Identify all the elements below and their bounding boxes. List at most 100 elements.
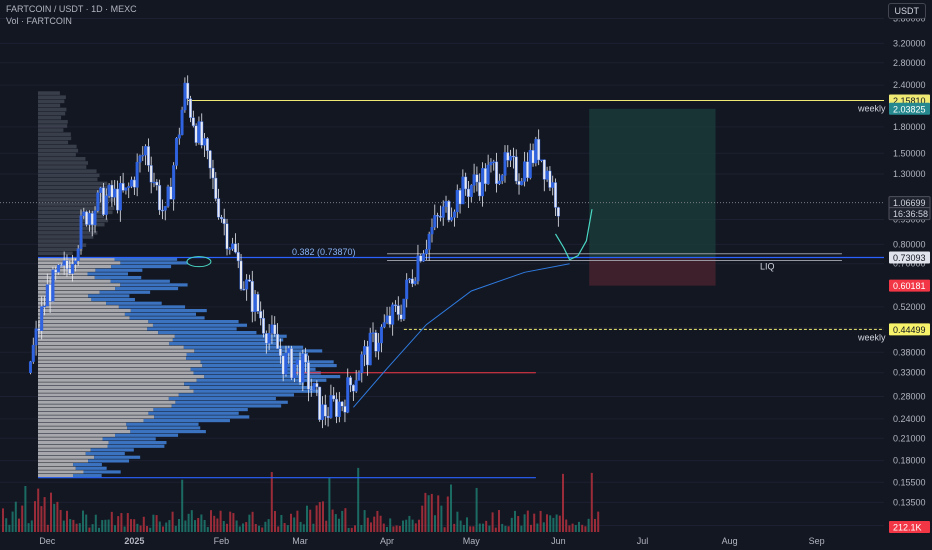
volume-bar: [40, 506, 43, 532]
candle-body: [40, 306, 44, 331]
volume-bar: [104, 519, 107, 532]
candle-body: [250, 280, 254, 313]
candle-body: [368, 332, 372, 366]
candle-body: [351, 384, 355, 392]
candle-body: [548, 170, 552, 188]
volume-bar: [347, 527, 350, 532]
volume-bar: [219, 510, 222, 532]
candle-body: [225, 223, 229, 250]
candle-body: [438, 216, 442, 218]
volume-bar: [309, 509, 312, 532]
volume-bar: [402, 520, 404, 532]
price-tick-label: 2.80000: [893, 58, 926, 68]
candle-body: [99, 187, 103, 193]
candle-body: [186, 82, 190, 99]
candle-body: [65, 260, 69, 270]
candle-body: [245, 279, 249, 290]
position-zones: [589, 108, 716, 286]
volume-bar: [376, 510, 379, 532]
candle-body: [551, 182, 555, 188]
candle-body: [194, 125, 198, 143]
volume-bar: [414, 523, 417, 532]
annotations: weekly weekly 0.382 (0.73870) LIQ: [292, 104, 886, 343]
projection-path: [186, 209, 593, 268]
profile-bar-blue: [107, 444, 165, 448]
volume-bar: [472, 526, 475, 532]
candle-body: [301, 353, 305, 383]
candle-body: [191, 117, 195, 127]
profile-bar-gray: [38, 286, 116, 291]
candle-body: [452, 211, 456, 218]
profile-bar-upper: [38, 194, 115, 198]
volume-bar: [398, 525, 401, 532]
price-tick-label: 1.30000: [893, 169, 926, 179]
price-tick-label: 2.40000: [893, 80, 926, 90]
candle-body: [118, 183, 122, 211]
volume-bar: [178, 519, 180, 532]
profile-bar-gray: [38, 330, 159, 335]
candle-body: [231, 243, 235, 249]
profile-bar-blue: [120, 261, 188, 265]
volume-bar: [366, 517, 369, 532]
volume-bar: [299, 521, 302, 532]
volume-bar: [229, 511, 232, 532]
profile-bar-blue: [102, 437, 156, 441]
profile-bar-gray: [38, 470, 84, 474]
candle-body: [430, 226, 434, 235]
profile-bar-gray: [38, 459, 89, 463]
candle-body: [424, 249, 428, 254]
profile-bar-upper: [38, 222, 105, 227]
price-tag-bg: [889, 521, 930, 533]
price-tag: 212.1K: [889, 521, 930, 533]
candle-body: [262, 317, 266, 334]
profile-bar-gray: [38, 426, 128, 430]
volume-bar: [315, 505, 318, 532]
volume-bar: [494, 527, 497, 532]
volume-bar: [302, 524, 305, 532]
candle-body: [332, 395, 336, 400]
price-tag-label: 2.15810: [893, 96, 926, 106]
price-tick-label: 1.50000: [893, 148, 926, 158]
candle-body: [51, 269, 55, 302]
candle-body: [292, 364, 296, 379]
profile-bar-gray: [38, 352, 187, 357]
volume-bar: [562, 473, 564, 532]
candle-body: [146, 146, 150, 166]
price-tag-label: 16:36:58: [893, 209, 928, 219]
target-zone: [589, 108, 716, 258]
candle-body: [500, 175, 504, 182]
volume-bar: [482, 523, 484, 532]
candle-body: [469, 185, 473, 197]
profile-bar-gray: [38, 319, 149, 324]
candle-body: [295, 359, 299, 365]
candle-body: [419, 255, 423, 262]
price-tag-label: 0.60181: [893, 281, 926, 291]
candle-body: [472, 174, 476, 186]
volume-bar: [56, 501, 59, 532]
profile-bar-blue: [154, 415, 250, 419]
profile-bar-upper: [38, 99, 65, 104]
volume-bar: [546, 514, 548, 532]
volume-bar: [37, 488, 40, 532]
profile-bar-gray: [38, 441, 109, 445]
volume-bars: [2, 467, 600, 532]
candle-body: [486, 164, 490, 185]
profile-bar-gray: [38, 422, 127, 426]
price-tag-label: 0.44499: [893, 325, 926, 335]
candle-body: [410, 278, 414, 285]
volume-bar: [75, 523, 78, 532]
volume-bar: [66, 510, 68, 532]
profile-bar-upper: [38, 152, 76, 157]
profile-bar-upper: [38, 128, 64, 132]
profile-bar-blue: [178, 393, 294, 397]
candle-body: [447, 200, 451, 221]
profile-bar-gray: [38, 305, 119, 309]
candle-body: [73, 260, 77, 265]
price-tick-label: 1.80000: [893, 122, 926, 132]
candle-body: [183, 82, 187, 111]
candle-body: [354, 380, 358, 392]
volume-bar: [491, 512, 494, 532]
currency-button[interactable]: USDT: [887, 3, 926, 19]
